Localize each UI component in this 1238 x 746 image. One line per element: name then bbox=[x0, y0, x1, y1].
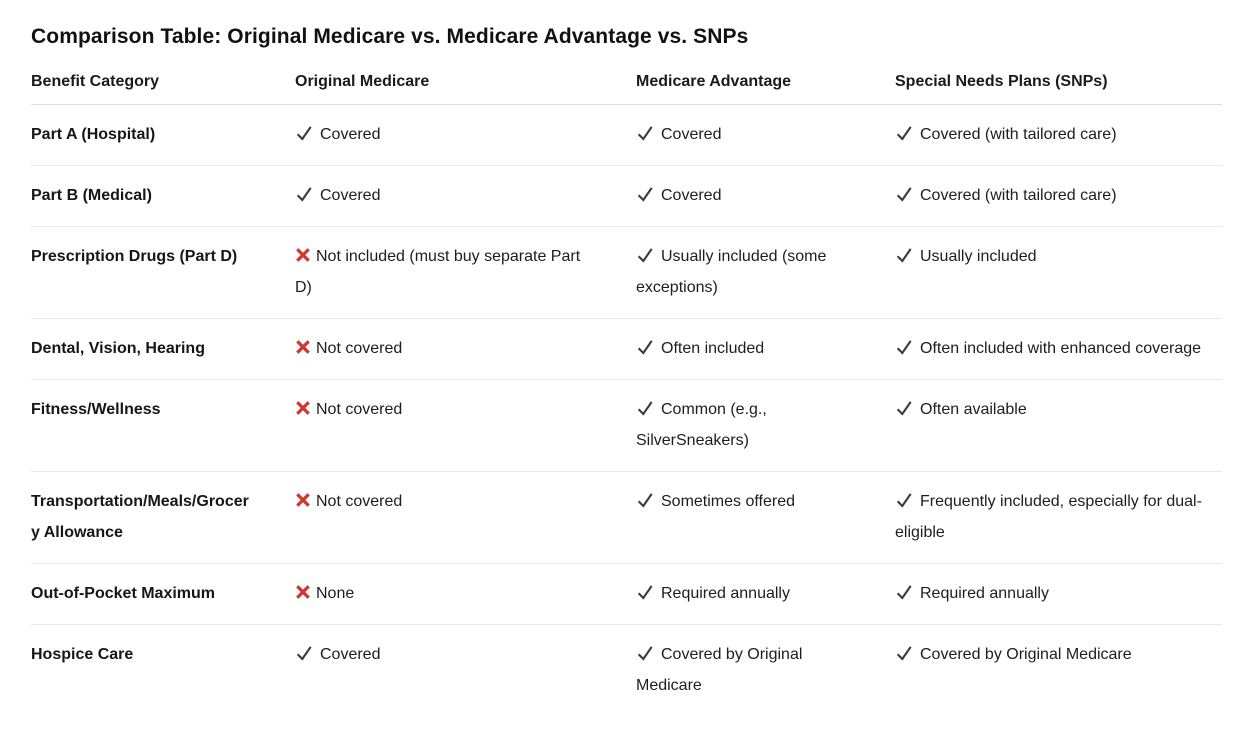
value-cell: Covered by Original Medicare bbox=[636, 625, 895, 716]
check-icon bbox=[895, 248, 920, 265]
cell-text: Often available bbox=[920, 401, 1027, 418]
cell-text: Sometimes offered bbox=[661, 493, 795, 510]
x-icon bbox=[295, 401, 316, 418]
check-icon bbox=[895, 493, 920, 510]
check-icon bbox=[636, 585, 661, 602]
value-cell: Covered bbox=[636, 105, 895, 165]
value-cell: Covered bbox=[295, 166, 636, 226]
x-icon bbox=[295, 493, 316, 510]
value-cell: Covered bbox=[295, 625, 636, 716]
check-icon bbox=[636, 340, 661, 357]
check-icon bbox=[295, 646, 320, 663]
cell-text: Often included bbox=[661, 340, 765, 357]
cell-text: Common (e.g., SilverSneakers) bbox=[636, 401, 767, 449]
check-icon bbox=[636, 646, 661, 663]
benefit-category-cell: Out-of-Pocket Maximum bbox=[31, 585, 216, 602]
cell-text: Covered (with tailored care) bbox=[920, 187, 1117, 204]
benefit-category-cell: Part A (Hospital) bbox=[31, 126, 156, 143]
cell-text: Covered bbox=[320, 126, 381, 143]
table-row: Part B (Medical) Covered Covered Covered (w… bbox=[31, 166, 1222, 227]
check-icon bbox=[895, 126, 920, 143]
table-row: Out-of-Pocket Maximum None Required annual… bbox=[31, 564, 1222, 625]
table-row: Transportation/Meals/Grocery Allowance No… bbox=[31, 472, 1222, 564]
cell-text: Not covered bbox=[316, 340, 403, 357]
check-icon bbox=[895, 187, 920, 204]
cell-text: Usually included (some exceptions) bbox=[636, 248, 827, 296]
comparison-table: Benefit Category Original Medicare Medicar… bbox=[31, 58, 1222, 716]
column-header-3: Special Needs Plans (SNPs) bbox=[895, 73, 1108, 90]
benefit-category-cell: Prescription Drugs (Part D) bbox=[31, 248, 238, 265]
cell-text: Often included with enhanced coverage bbox=[920, 340, 1202, 357]
benefit-category-cell: Hospice Care bbox=[31, 646, 134, 663]
check-icon bbox=[636, 401, 661, 418]
x-icon bbox=[295, 585, 316, 602]
value-cell: Usually included bbox=[895, 227, 1222, 318]
check-icon bbox=[636, 248, 661, 265]
column-header-2: Medicare Advantage bbox=[636, 73, 792, 90]
check-icon bbox=[295, 187, 320, 204]
value-cell: Not covered bbox=[295, 319, 636, 379]
table-row: Hospice Care Covered Covered by Original M… bbox=[31, 625, 1222, 716]
check-icon bbox=[895, 585, 920, 602]
check-icon bbox=[895, 646, 920, 663]
value-cell: Usually included (some exceptions) bbox=[636, 227, 895, 318]
cell-text: Covered bbox=[661, 187, 722, 204]
page-title: Comparison Table: Original Medicare vs. … bbox=[31, 25, 749, 48]
cell-text: Usually included bbox=[920, 248, 1037, 265]
check-icon bbox=[895, 401, 920, 418]
cell-text: Not covered bbox=[316, 401, 403, 418]
cell-text: Frequently included, especially for dual… bbox=[895, 493, 1202, 541]
value-cell: None bbox=[295, 564, 636, 624]
cell-text: Covered by Original Medicare bbox=[636, 646, 803, 694]
cell-text: Covered (with tailored care) bbox=[920, 126, 1117, 143]
benefit-category-cell: Transportation/Meals/Grocery Allowance bbox=[31, 493, 249, 541]
table-row: Fitness/Wellness Not covered Common (e.g.,… bbox=[31, 380, 1222, 472]
benefit-category-cell: Fitness/Wellness bbox=[31, 401, 161, 418]
table-row: Part A (Hospital) Covered Covered Covered (… bbox=[31, 105, 1222, 166]
value-cell: Not covered bbox=[295, 380, 636, 471]
table-body: Part A (Hospital) Covered Covered Covered (… bbox=[31, 105, 1222, 716]
column-header-1: Original Medicare bbox=[295, 73, 430, 90]
cell-text: Covered bbox=[320, 646, 381, 663]
benefit-category-cell: Part B (Medical) bbox=[31, 187, 152, 204]
cell-text: Not covered bbox=[316, 493, 403, 510]
cell-text: None bbox=[316, 585, 355, 602]
table-row: Dental, Vision, Hearing Not covered Often … bbox=[31, 319, 1222, 380]
table-row: Prescription Drugs (Part D) Not included … bbox=[31, 227, 1222, 319]
value-cell: Frequently included, especially for dual… bbox=[895, 472, 1222, 563]
value-cell: Not covered bbox=[295, 472, 636, 563]
check-icon bbox=[636, 187, 661, 204]
check-icon bbox=[295, 126, 320, 143]
value-cell: Common (e.g., SilverSneakers) bbox=[636, 380, 895, 471]
value-cell: Covered bbox=[636, 166, 895, 226]
x-icon bbox=[295, 248, 316, 265]
value-cell: Covered by Original Medicare bbox=[895, 625, 1222, 716]
value-cell: Covered bbox=[295, 105, 636, 165]
value-cell: Not included (must buy separate Part D) bbox=[295, 227, 636, 318]
value-cell: Often included with enhanced coverage bbox=[895, 319, 1222, 379]
cell-text: Required annually bbox=[661, 585, 790, 602]
column-header-0: Benefit Category bbox=[31, 73, 160, 90]
value-cell: Covered (with tailored care) bbox=[895, 105, 1222, 165]
value-cell: Covered (with tailored care) bbox=[895, 166, 1222, 226]
cell-text: Not included (must buy separate Part D) bbox=[295, 248, 581, 296]
x-icon bbox=[295, 340, 316, 357]
table-header-row: Benefit Category Original Medicare Medicar… bbox=[31, 58, 1222, 105]
cell-text: Covered by Original Medicare bbox=[920, 646, 1132, 663]
check-icon bbox=[895, 340, 920, 357]
value-cell: Required annually bbox=[636, 564, 895, 624]
cell-text: Covered bbox=[320, 187, 381, 204]
value-cell: Required annually bbox=[895, 564, 1222, 624]
cell-text: Covered bbox=[661, 126, 722, 143]
cell-text: Required annually bbox=[920, 585, 1049, 602]
value-cell: Often included bbox=[636, 319, 895, 379]
check-icon bbox=[636, 126, 661, 143]
value-cell: Often available bbox=[895, 380, 1222, 471]
check-icon bbox=[636, 493, 661, 510]
benefit-category-cell: Dental, Vision, Hearing bbox=[31, 340, 205, 357]
value-cell: Sometimes offered bbox=[636, 472, 895, 563]
